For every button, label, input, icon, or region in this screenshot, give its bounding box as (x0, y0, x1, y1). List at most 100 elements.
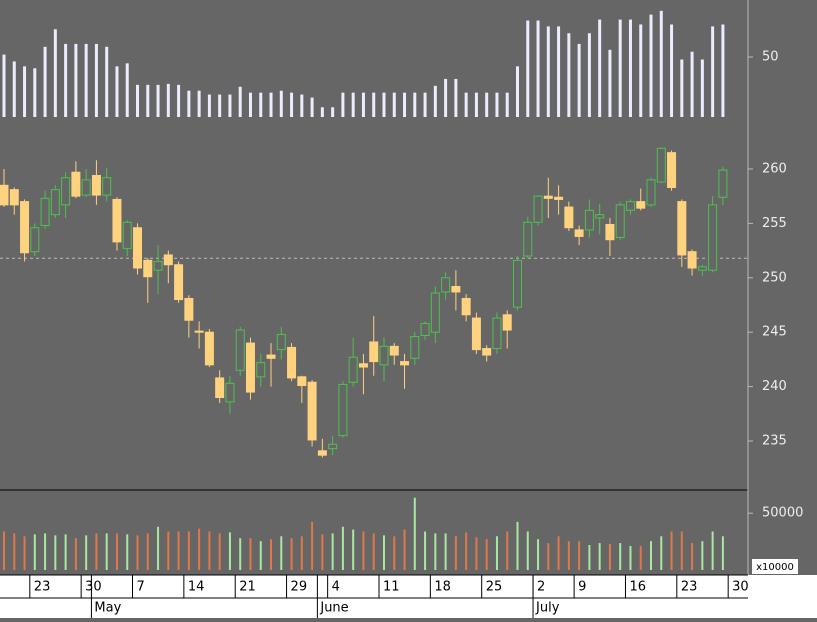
indicator-bar (136, 84, 140, 117)
indicator-bar (310, 97, 314, 117)
x-tick-label: 2 (537, 580, 545, 595)
volume-bar (33, 534, 36, 570)
volume-bar (198, 528, 201, 570)
candle-body (677, 201, 687, 256)
volume-bar (660, 536, 663, 570)
volume-bar (485, 539, 488, 570)
candle-body (30, 227, 40, 253)
candle-body (174, 264, 184, 301)
volume-bar (495, 536, 498, 570)
volume-bar (639, 545, 642, 570)
volume-bar (44, 533, 47, 570)
candle-body (215, 377, 225, 399)
candle-body (400, 361, 410, 366)
volume-bar (352, 529, 355, 570)
candle-body (656, 147, 666, 183)
volume-bar (434, 533, 437, 570)
indicator-bar (279, 90, 283, 117)
volume-bar (311, 521, 314, 570)
volume-bar (670, 531, 673, 570)
candle-body (348, 356, 358, 383)
indicator-bar (577, 43, 581, 117)
indicator-bar (94, 43, 98, 117)
indicator-bar (207, 94, 211, 117)
x-tick-label: 16 (629, 580, 646, 595)
volume-bar (280, 536, 283, 570)
volume-bar (516, 521, 519, 570)
indicator-bar (248, 92, 252, 117)
candle-body (625, 201, 635, 211)
candle-body (533, 195, 543, 223)
volume-bar (711, 531, 714, 570)
volume-bar (64, 534, 67, 570)
candle-body (112, 198, 122, 243)
indicator-bar (177, 84, 181, 117)
candle-body (636, 201, 646, 209)
indicator-bar (320, 107, 324, 117)
volume-bar (362, 531, 365, 570)
candle-body (40, 197, 50, 227)
y-tick-label: 240 (762, 379, 787, 394)
candle-body (369, 341, 379, 363)
volume-bar (588, 545, 591, 570)
volume-bar (403, 529, 406, 570)
candle-body (0, 184, 9, 206)
indicator-bar (361, 92, 365, 117)
candle-body (307, 381, 317, 441)
indicator-bar (23, 66, 27, 117)
volume-bar (74, 538, 77, 570)
volume-bar (547, 543, 550, 570)
volume-bar (167, 531, 170, 570)
candle-body (102, 177, 112, 196)
volume-bar (475, 537, 478, 570)
indicator-bar (628, 19, 632, 118)
unit-label-box (752, 559, 798, 574)
volume-bar (557, 536, 560, 570)
candle-body (133, 227, 143, 269)
volume-bar (290, 538, 293, 570)
indicator-bar (43, 46, 47, 117)
indicator-bar (598, 19, 602, 118)
indicator-bar (331, 107, 335, 117)
x-tick-label: 23 (34, 580, 51, 595)
date-axis-background (0, 575, 817, 618)
x-tick-label: 18 (434, 580, 451, 595)
volume-bar (526, 531, 529, 570)
candle-body (492, 317, 502, 350)
candle-body (297, 376, 307, 387)
candle-body (615, 204, 625, 239)
volume-bar (413, 497, 416, 570)
volume-bar (619, 543, 622, 570)
volume-bar (372, 533, 375, 570)
indicator-bar (33, 68, 37, 117)
candle-body (276, 333, 286, 351)
candle-body (482, 348, 492, 356)
volume-bar (537, 539, 540, 570)
volume-bar (228, 532, 231, 570)
indicator-bar (392, 92, 396, 117)
candle-body (9, 189, 19, 206)
indicator-bar (269, 92, 273, 117)
candle-body (667, 152, 677, 188)
indicator-bar (423, 92, 427, 117)
x-tick-label: 29 (291, 580, 308, 595)
x-tick-label: 25 (486, 580, 503, 595)
volume-bar (444, 533, 447, 570)
indicator-bar (670, 24, 674, 118)
indicator-bar (351, 92, 355, 117)
y-tick-label: 235 (762, 434, 787, 449)
volume-bar (249, 538, 252, 570)
month-label: June (319, 601, 348, 616)
candle-body (513, 259, 522, 308)
volume-bar (239, 538, 242, 570)
indicator-bar (74, 43, 78, 117)
candle-body (194, 330, 204, 333)
volume-bar (331, 533, 334, 570)
x-tick-label: 9 (578, 580, 586, 595)
volume-bar (270, 539, 273, 570)
candle-body (595, 214, 605, 219)
volume-bar (146, 533, 149, 570)
candle-body (554, 196, 564, 200)
candle-body (502, 314, 512, 331)
volume-bar (424, 531, 427, 570)
